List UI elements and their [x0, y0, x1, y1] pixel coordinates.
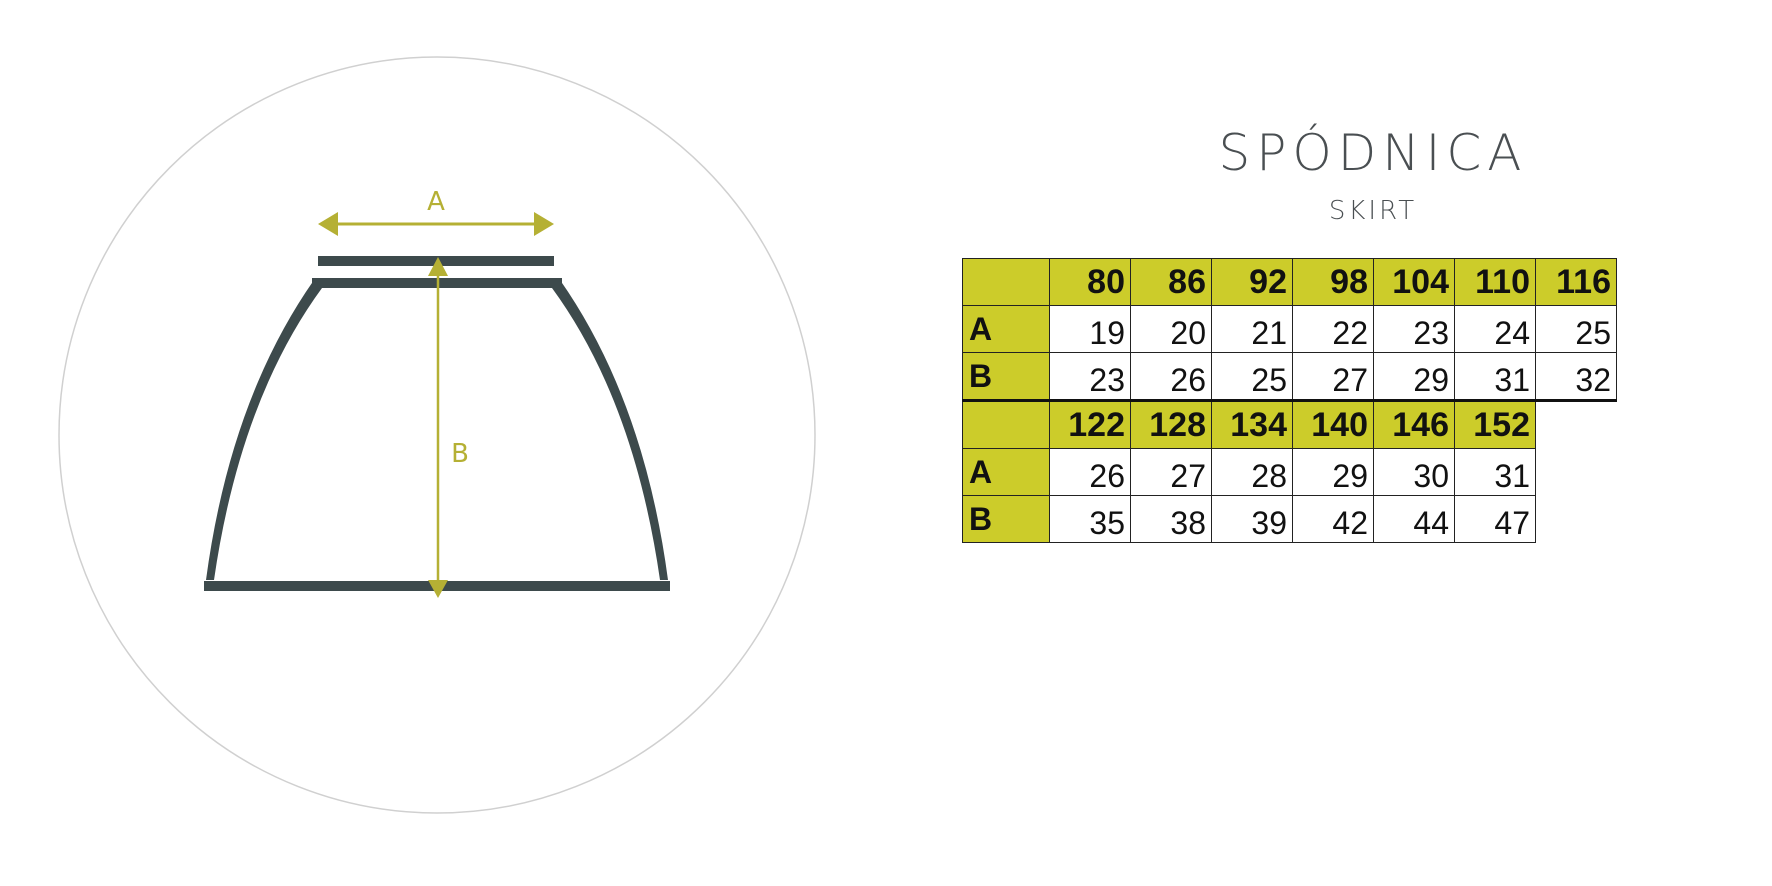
measurement-cell: 47 [1454, 495, 1536, 543]
table-row: A 26 27 28 29 30 31 [962, 448, 1617, 496]
empty-cell [1535, 495, 1617, 543]
measurement-cell: 25 [1211, 352, 1293, 401]
size-header-cell: 86 [1130, 258, 1212, 306]
measurement-cell: 23 [1049, 352, 1131, 401]
size-table: 80 86 92 98 104 110 116 A 19 20 21 22 23 24 25 B 23 26 25 2… [962, 258, 1617, 543]
measurement-cell: 30 [1373, 448, 1455, 496]
row-label: B [962, 352, 1050, 401]
measurement-cell: 38 [1130, 495, 1212, 543]
measurement-cell: 20 [1130, 305, 1212, 353]
size-header-cell: 146 [1373, 399, 1455, 449]
skirt-left-side [206, 280, 322, 580]
measurement-cell: 26 [1049, 448, 1131, 496]
measurement-cell: 21 [1211, 305, 1293, 353]
measurement-cell: 44 [1373, 495, 1455, 543]
empty-cell [1535, 448, 1617, 496]
measurement-cell: 24 [1454, 305, 1536, 353]
measurement-cell: 25 [1535, 305, 1617, 353]
measurement-cell: 29 [1373, 352, 1455, 401]
measurement-a-arrow [318, 212, 554, 236]
skirt-diagram: A B [58, 56, 816, 814]
label-b: B [451, 439, 469, 469]
size-header-cell: 104 [1373, 258, 1455, 306]
size-header-row: 122 128 134 140 146 152 [962, 399, 1617, 449]
measurement-cell: 32 [1535, 352, 1617, 401]
label-a: A [427, 187, 445, 217]
size-header-cell: 110 [1454, 258, 1536, 306]
size-header-cell: 80 [1049, 258, 1131, 306]
measurement-cell: 42 [1292, 495, 1374, 543]
measurement-cell: 27 [1292, 352, 1374, 401]
skirt-right-side [552, 280, 668, 580]
size-header-cell: 98 [1292, 258, 1374, 306]
row-label: B [962, 495, 1050, 543]
measurement-cell: 39 [1211, 495, 1293, 543]
measurement-cell: 26 [1130, 352, 1212, 401]
measurement-cell: 28 [1211, 448, 1293, 496]
table-row: B 23 26 25 27 29 31 32 [962, 352, 1617, 401]
measurement-cell: 19 [1049, 305, 1131, 353]
size-header-row: 80 86 92 98 104 110 116 [962, 258, 1617, 306]
measurement-cell: 31 [1454, 448, 1536, 496]
subtitle: SKIRT [1328, 196, 1418, 226]
background-circle [58, 56, 816, 814]
measurement-cell: 29 [1292, 448, 1374, 496]
title: SPÓDNICA [1218, 124, 1528, 182]
table-row: A 19 20 21 22 23 24 25 [962, 305, 1617, 353]
measurement-cell: 22 [1292, 305, 1374, 353]
measurement-b-arrow [428, 257, 448, 598]
size-header-cell: 134 [1211, 399, 1293, 449]
row-label: A [962, 305, 1050, 353]
measurement-cell: 27 [1130, 448, 1212, 496]
row-label: A [962, 448, 1050, 496]
measurement-cell: 35 [1049, 495, 1131, 543]
size-header-cell: 140 [1292, 399, 1374, 449]
size-header-cell: 116 [1535, 258, 1617, 306]
size-header-cell: 152 [1454, 399, 1536, 449]
header-corner-cell [962, 258, 1050, 306]
size-header-cell: 128 [1130, 399, 1212, 449]
size-header-cell: 92 [1211, 258, 1293, 306]
size-header-cell: 122 [1049, 399, 1131, 449]
measurement-cell: 23 [1373, 305, 1455, 353]
table-row: B 35 38 39 42 44 47 [962, 495, 1617, 543]
measurement-cell: 31 [1454, 352, 1536, 401]
header-corner-cell [962, 399, 1050, 449]
empty-cell [1535, 399, 1617, 449]
